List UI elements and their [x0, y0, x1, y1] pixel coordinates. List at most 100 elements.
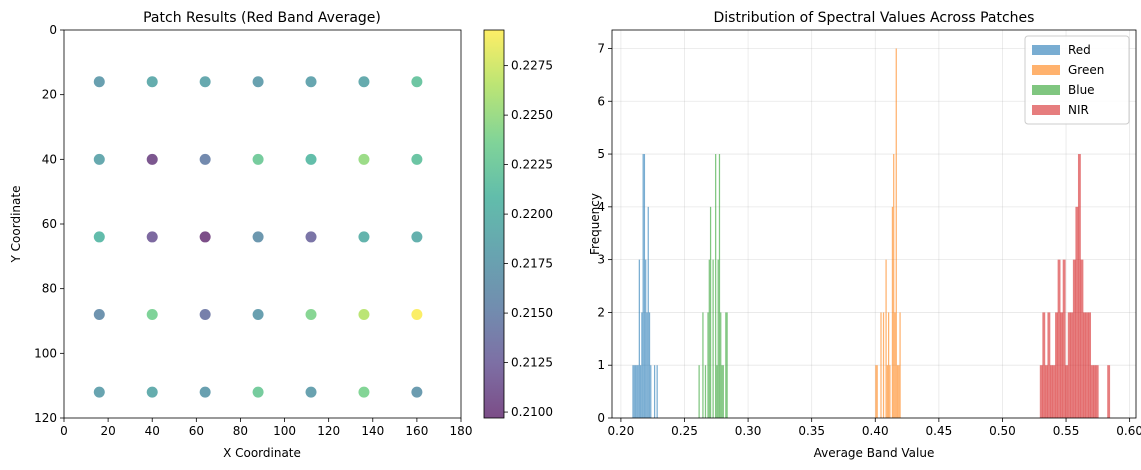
scatter-point-33	[358, 386, 370, 398]
scatter-point-21	[93, 309, 105, 321]
scatter-y-tick-label-1: 20	[42, 88, 57, 102]
hist-bar-blue-11	[720, 312, 722, 418]
scatter-x-tick-label-0: 0	[60, 424, 68, 438]
hist-bar-green-0	[875, 365, 877, 418]
scatter-point-18	[305, 231, 317, 243]
hist-bar-nir-11	[1067, 312, 1071, 418]
hist-bar-nir-9	[1062, 259, 1066, 418]
colorbar	[483, 29, 505, 419]
hist-x-tick-label-6: 0.50	[989, 424, 1016, 438]
histogram-x-label: Average Band Value	[814, 446, 935, 460]
scatter-point-0	[93, 76, 105, 88]
hist-bar-nir-20	[1090, 365, 1094, 418]
hist-bar-nir-2	[1044, 365, 1048, 418]
hist-y-tick-label-6: 6	[597, 94, 605, 108]
hist-bar-red-3	[636, 365, 638, 418]
scatter-point-17	[252, 231, 264, 243]
legend-label-green: Green	[1068, 63, 1104, 77]
hist-bar-red-1	[633, 365, 635, 418]
scatter-point-29	[146, 386, 158, 398]
scatter-point-25	[305, 309, 317, 321]
hist-bar-blue-14	[725, 312, 727, 418]
hist-bar-nir-22	[1095, 365, 1099, 418]
hist-bar-red-11	[646, 312, 648, 418]
scatter-y-tick-label-4: 80	[42, 282, 57, 296]
hist-y-tick-label-0: 0	[597, 411, 605, 425]
hist-bar-green-1	[876, 365, 878, 418]
scatter-point-28	[93, 386, 105, 398]
colorbar-tick-label-6: 0.2250	[511, 108, 553, 122]
scatter-x-tick-label-7: 140	[361, 424, 384, 438]
hist-bar-red-6	[639, 365, 642, 418]
scatter-point-11	[305, 153, 317, 165]
hist-bar-nir-5	[1052, 365, 1056, 418]
hist-y-tick-label-2: 2	[597, 305, 605, 319]
hist-series-blue	[698, 154, 728, 418]
hist-series-nir	[1039, 154, 1111, 418]
hist-bar-nir-4	[1049, 365, 1053, 418]
scatter-point-6	[411, 76, 423, 88]
scatter-point-26	[358, 309, 370, 321]
hist-bar-red-12	[647, 206, 649, 418]
hist-bar-green-2	[880, 312, 882, 418]
histogram-y-label: Frequency	[588, 193, 602, 255]
scatter-point-19	[358, 231, 370, 243]
scatter-point-10	[252, 153, 264, 165]
scatter-point-32	[305, 386, 317, 398]
hist-bar-nir-15	[1077, 154, 1081, 418]
hist-bar-blue-13	[722, 365, 724, 418]
hist-bar-red-10	[645, 259, 647, 418]
scatter-title: Patch Results (Red Band Average)	[143, 10, 381, 26]
hist-x-tick-label-1: 0.25	[671, 424, 698, 438]
scatter-y-tick-label-3: 60	[42, 217, 57, 231]
histogram-x-ticks: 0.20 0.25 0.30 0.35 0.40 0.45 0.50 0.55 0.60	[608, 418, 1141, 438]
scatter-point-1	[146, 76, 158, 88]
scatter-x-ticks: 0 20 40 60 80 100 120 140 160 180	[60, 418, 472, 438]
hist-bar-red-8	[642, 154, 644, 418]
hist-bar-blue-10	[718, 154, 721, 418]
scatter-x-tick-label-9: 180	[450, 424, 473, 438]
hist-x-tick-label-7: 0.55	[1053, 424, 1080, 438]
hist-bar-red-14	[650, 365, 652, 418]
scatter-x-tick-label-5: 100	[273, 424, 296, 438]
hist-bar-green-9	[893, 154, 895, 418]
hist-bar-blue-1	[702, 312, 704, 418]
hist-bar-nir-21	[1093, 365, 1097, 418]
hist-bar-green-11	[895, 48, 897, 418]
scatter-point-31	[252, 386, 264, 398]
hist-x-tick-label-3: 0.35	[798, 424, 825, 438]
hist-x-tick-label-5: 0.45	[926, 424, 953, 438]
hist-bar-red-0	[632, 365, 634, 418]
hist-bar-green-4	[885, 259, 887, 418]
scatter-point-8	[146, 153, 158, 165]
hist-bar-green-14	[899, 312, 901, 418]
hist-x-tick-label-4: 0.40	[862, 424, 889, 438]
histogram-title: Distribution of Spectral Values Across P…	[714, 10, 1035, 26]
scatter-point-22	[146, 309, 158, 321]
hist-bar-green-7	[889, 365, 891, 418]
hist-bar-blue-0	[698, 365, 700, 418]
hist-bar-blue-6	[712, 259, 714, 418]
hist-bar-blue-12	[721, 365, 723, 418]
scatter-y-label: Y Coordinate	[9, 186, 23, 264]
legend-swatch-nir	[1032, 105, 1060, 115]
hist-bar-green-6	[888, 312, 890, 418]
hist-series-red	[632, 154, 658, 418]
hist-bar-red-16	[656, 365, 658, 418]
hist-bar-red-7	[641, 312, 643, 418]
scatter-point-5	[358, 76, 370, 88]
hist-bar-red-4	[637, 365, 639, 418]
hist-bar-nir-8	[1060, 312, 1064, 418]
hist-bar-green-3	[882, 312, 885, 418]
scatter-y-tick-label-2: 40	[42, 152, 57, 166]
hist-bar-blue-3	[707, 312, 709, 418]
scatter-point-16	[199, 231, 211, 243]
hist-bar-nir-19	[1088, 312, 1092, 418]
scatter-y-tick-label-0: 0	[49, 23, 57, 37]
scatter-point-34	[411, 386, 423, 398]
hist-bar-nir-23	[1107, 365, 1111, 418]
scatter-x-tick-label-6: 120	[317, 424, 340, 438]
hist-y-tick-label-1: 1	[597, 358, 605, 372]
scatter-point-27	[411, 309, 423, 321]
